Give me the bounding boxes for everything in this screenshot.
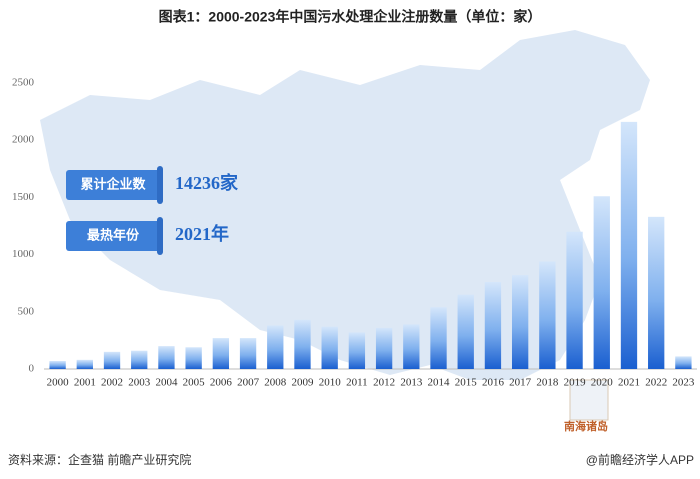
x-tick-label: 2020 [591,377,614,389]
x-tick-label: 2018 [536,377,559,389]
x-tick-label: 2019 [564,377,587,389]
bar [648,216,665,369]
annotation-tab [157,217,163,255]
annotation-box [66,221,160,251]
bar [212,338,230,369]
x-tick-label: 2016 [482,377,505,389]
bar [675,356,692,369]
annotation-value: 14236家 [175,172,239,193]
bar [566,231,583,369]
x-tick-label: 2012 [373,377,395,389]
bar [484,282,502,369]
bar [348,332,366,369]
x-tick-label: 2000 [47,377,70,389]
x-tick-label: 2005 [183,377,206,389]
x-tick-label: 2014 [428,377,451,389]
x-tick-label: 2001 [74,377,96,389]
y-tick-label: 2500 [12,77,35,89]
bar [103,351,121,369]
bar [76,359,93,369]
bar [593,196,610,369]
bar [49,360,66,369]
chart-title: 图表1：2000-2023年中国污水处理企业注册数量（单位：家） [159,9,542,25]
x-tick-label: 2022 [645,377,667,389]
x-tick-label: 2006 [210,377,233,389]
bar [185,347,202,369]
y-tick-label: 1500 [12,191,35,203]
x-tick-label: 2004 [155,377,178,389]
bar [375,327,393,369]
bar [620,121,638,370]
y-tick-label: 2000 [12,134,35,146]
bar [294,319,311,369]
bar [403,324,420,369]
map-background [40,30,650,380]
annotation-value: 2021年 [175,223,229,244]
bar [430,307,447,369]
map-label: 南海诸岛 [564,419,608,433]
x-tick-label: 2021 [618,377,640,389]
bar [321,326,338,369]
bar [539,261,556,369]
x-tick-label: 2010 [319,377,342,389]
source: 资料来源：企查猫 前瞻产业研究院 [8,452,191,467]
credit: @前瞻经济学人APP [586,452,694,467]
x-tick-label: 2023 [672,377,695,389]
x-tick-label: 2017 [509,377,532,389]
x-tick-label: 2009 [291,377,314,389]
bar [511,275,529,369]
inset-map [569,379,609,421]
x-tick-label: 2002 [101,377,123,389]
y-tick-label: 0 [29,363,35,375]
x-tick-label: 2003 [128,377,151,389]
x-tick-label: 2007 [237,377,260,389]
annotation-tab [157,166,163,204]
bar [457,294,474,369]
x-tick-label: 2013 [400,377,423,389]
x-tick-label: 2015 [455,377,478,389]
bar [267,325,284,369]
y-tick-label: 1000 [12,248,35,260]
x-tick-label: 2008 [264,377,287,389]
bar [158,346,175,369]
bar [239,338,257,369]
bar [131,350,148,369]
annotation-label: 累计企业数 [80,176,146,191]
x-tick-label: 2011 [346,377,368,389]
y-tick-label: 500 [18,305,35,317]
annotation-label: 最热年份 [87,227,140,242]
annotation-box [66,170,160,200]
